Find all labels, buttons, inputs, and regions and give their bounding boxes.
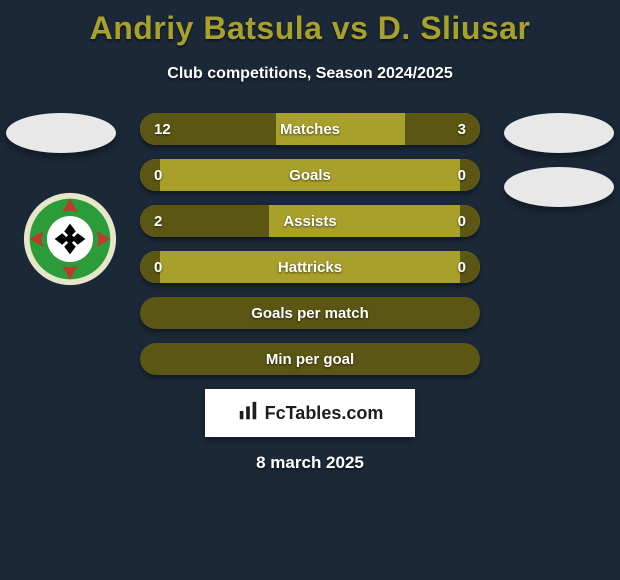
stat-label: Assists: [140, 213, 480, 230]
player-left-avatar-placeholder: [6, 113, 116, 153]
stat-row: 00Hattricks: [140, 251, 480, 283]
comparison-title: Andriy Batsula vs D. Sliusar: [0, 0, 620, 47]
player-right-avatar-placeholder-2: [504, 167, 614, 207]
stat-label: Matches: [140, 121, 480, 138]
stat-label: Goals: [140, 167, 480, 184]
player-right-avatar-placeholder-1: [504, 113, 614, 153]
comparison-stage: 123Matches 00Goals 20Assists 00Hattricks Goa…: [0, 113, 620, 375]
comparison-subtitle: Club competitions, Season 2024/2025: [0, 65, 620, 83]
stat-label: Hattricks: [140, 259, 480, 276]
watermark-badge: FcTables.com: [205, 389, 415, 437]
stat-row: 20Assists: [140, 205, 480, 237]
club-logo-vorskla: [22, 191, 118, 287]
stat-row: Goals per match: [140, 297, 480, 329]
watermark-text: FcTables.com: [265, 403, 384, 424]
stat-row: 123Matches: [140, 113, 480, 145]
stat-label: Min per goal: [140, 351, 480, 368]
stat-row: Min per goal: [140, 343, 480, 375]
stat-label: Goals per match: [140, 305, 480, 322]
comparison-date: 8 march 2025: [0, 453, 620, 473]
stat-bars-container: 123Matches 00Goals 20Assists 00Hattricks Goa…: [140, 113, 480, 375]
chart-icon: [237, 400, 259, 427]
stat-row: 00Goals: [140, 159, 480, 191]
